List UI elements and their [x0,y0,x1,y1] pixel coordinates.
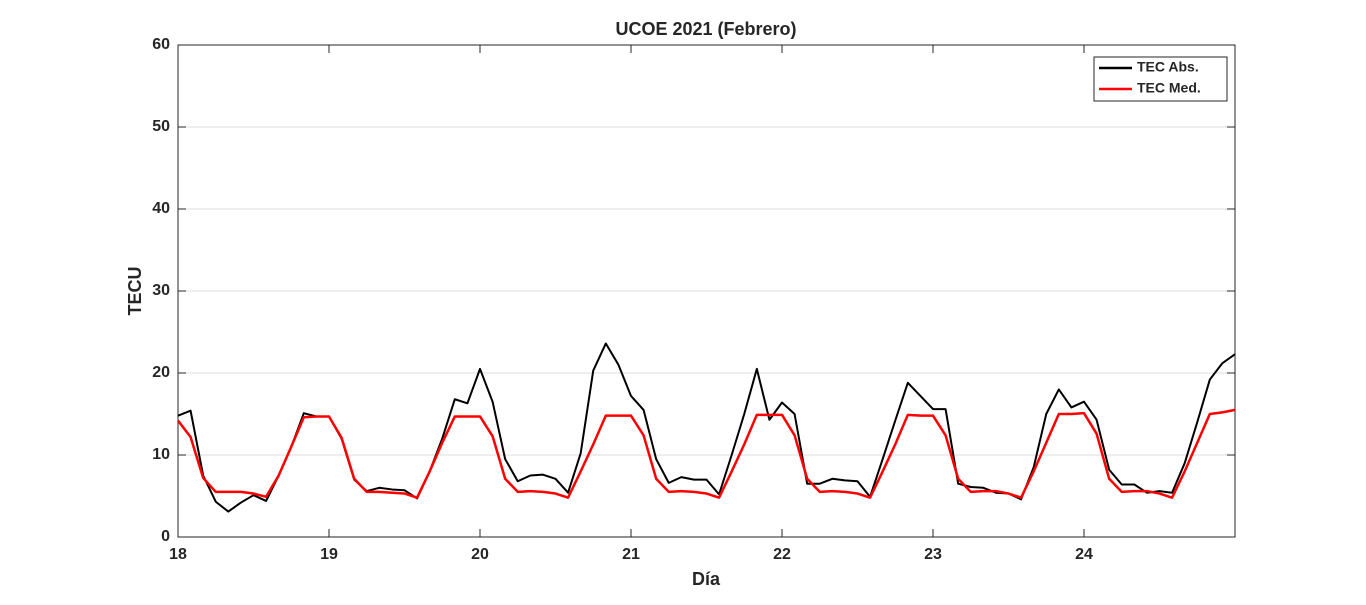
y-tick-label: 60 [152,36,170,53]
y-tick-label: 20 [152,364,170,381]
chart-title: UCOE 2021 (Febrero) [615,19,796,39]
y-tick-label: 0 [161,528,170,545]
y-tick-label: 10 [152,446,170,463]
legend-box [1093,56,1228,102]
x-tick-label: 20 [471,546,489,563]
legend: TEC Abs. TEC Med. [1093,56,1228,102]
y-tick-label: 40 [152,200,170,217]
plot-frame [177,44,1236,538]
x-tick-label: 23 [924,546,942,563]
x-tick-label: 24 [1075,546,1093,563]
x-tick-label: 18 [169,546,187,563]
y-tick-label: 50 [152,118,170,135]
y-tick-label: 30 [152,282,170,299]
y-axis-label: TECU [125,267,145,316]
x-tick-label: 22 [773,546,791,563]
data-line [177,408,1236,499]
x-axis-label: Día [692,569,721,589]
legend-label: TEC Abs. [1137,59,1199,75]
x-tick-label: 19 [320,546,338,563]
legend-label: TEC Med. [1137,80,1201,96]
x-tick-label: 21 [622,546,640,563]
